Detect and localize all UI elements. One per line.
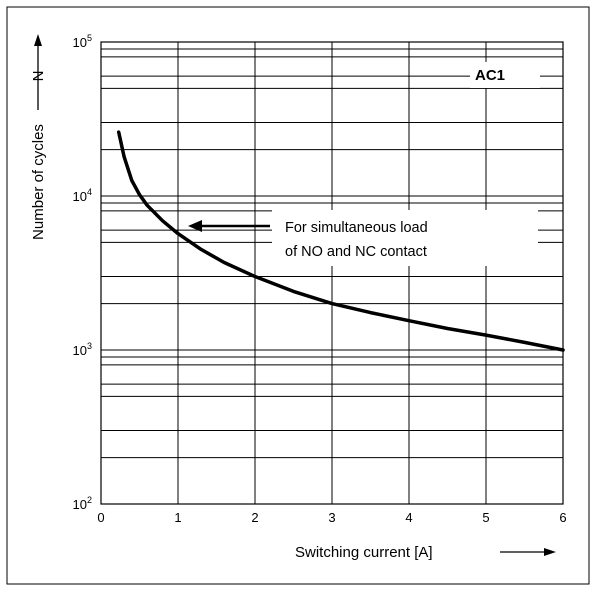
x-axis-label: Switching current [A]: [295, 544, 433, 561]
x-tick-label: 0: [97, 510, 104, 525]
x-tick-labels: 0 1 2 3 4 5 6: [97, 510, 566, 525]
x-tick-label: 6: [559, 510, 566, 525]
series-layer: [116, 130, 565, 352]
ac1-label: AC1: [475, 67, 505, 84]
x-tick-label: 3: [328, 510, 335, 525]
plot-frame: [100, 41, 564, 505]
grid-lines: [101, 42, 563, 504]
ac1-label-bg: [470, 62, 540, 88]
x-axis-arrow-head: [544, 548, 556, 556]
note-line-1: For simultaneous load: [285, 220, 428, 236]
x-tick-label: 2: [251, 510, 258, 525]
figure-border: [6, 6, 590, 585]
note-line-2: of NO and NC contact: [285, 244, 427, 260]
y-tick-label: 102: [73, 495, 92, 512]
x-tick-label: 5: [482, 510, 489, 525]
y-tick-label: 105: [73, 33, 92, 50]
series-line: [116, 130, 565, 352]
y-axis-arrow-head: [34, 34, 42, 46]
x-tick-label: 1: [174, 510, 181, 525]
y-tick-labels: 102 103 104 105: [73, 33, 92, 512]
y-axis-label: Number of cycles: [30, 124, 47, 240]
y-tick-label: 103: [73, 341, 92, 358]
y-tick-label: 104: [73, 187, 92, 204]
note-arrow-head: [188, 220, 202, 232]
x-tick-label: 4: [405, 510, 412, 525]
note-bg: [272, 210, 538, 266]
